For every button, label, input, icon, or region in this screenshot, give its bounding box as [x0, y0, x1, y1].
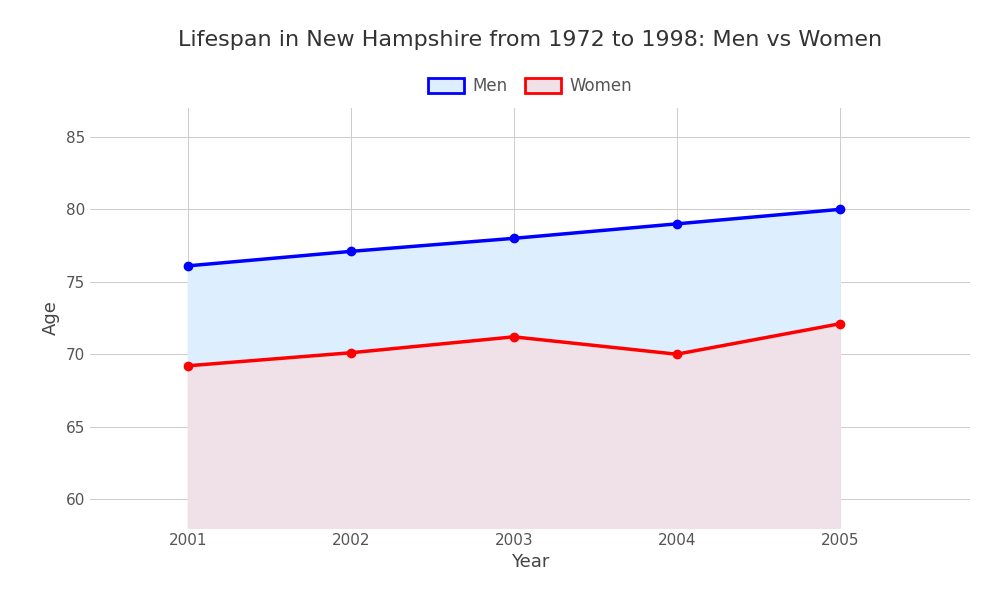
Women — [671, 350, 683, 358]
Women — [834, 320, 846, 328]
Line: Men: Men — [184, 205, 844, 270]
Y-axis label: Age: Age — [42, 301, 60, 335]
Women — [182, 362, 194, 370]
Women — [345, 349, 357, 356]
Line: Women: Women — [184, 320, 844, 370]
Women — [508, 333, 520, 340]
Men — [508, 235, 520, 242]
Men — [182, 262, 194, 269]
Men — [345, 248, 357, 255]
X-axis label: Year: Year — [511, 553, 549, 571]
Legend: Men, Women: Men, Women — [421, 70, 639, 101]
Men — [834, 206, 846, 213]
Men — [671, 220, 683, 227]
Title: Lifespan in New Hampshire from 1972 to 1998: Men vs Women: Lifespan in New Hampshire from 1972 to 1… — [178, 29, 882, 49]
